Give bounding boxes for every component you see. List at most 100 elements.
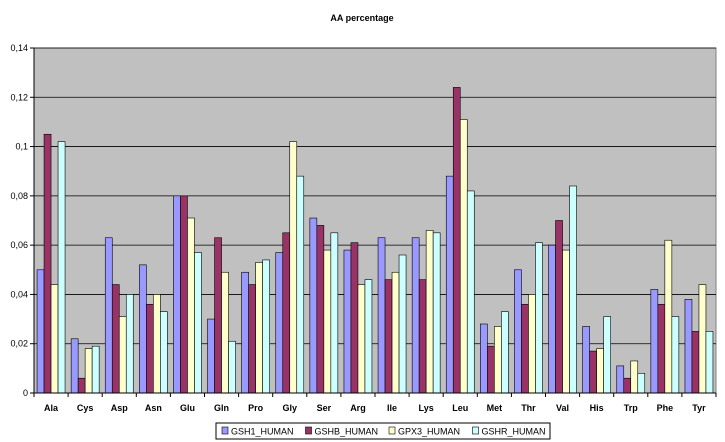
x-tick-label: Asp <box>111 403 129 413</box>
bar-GSH1_HUMAN-Cys <box>70 338 79 394</box>
x-tick-label: Leu <box>452 403 468 413</box>
x-tick-label: Thr <box>521 403 536 413</box>
bar-GSHB_HUMAN-Met <box>487 345 495 394</box>
x-tick-label: His <box>590 403 604 413</box>
y-tick-label: 0,04 <box>10 289 28 299</box>
bar-GSHB_HUMAN-Arg <box>350 242 359 394</box>
y-tick-label: 0,12 <box>10 92 28 102</box>
bar-GPX3_HUMAN-Gly <box>289 141 298 394</box>
bar-GSH1_HUMAN-Gln <box>207 318 215 394</box>
bar-GPX3_HUMAN-Phe <box>664 239 673 394</box>
bar-GPX3_HUMAN-Gln <box>221 271 229 394</box>
bar-GPX3_HUMAN-Tyr <box>698 284 707 394</box>
bar-GSHR_HUMAN-Tyr <box>705 331 714 394</box>
x-tick-label: Val <box>556 403 569 413</box>
bar-GPX3_HUMAN-Arg <box>357 284 366 394</box>
bar-GSH1_HUMAN-Lys <box>411 237 420 394</box>
bar-GSHB_HUMAN-Lys <box>418 279 427 394</box>
y-tick-label: 0 <box>23 388 28 398</box>
bar-GSH1_HUMAN-Met <box>480 323 488 394</box>
bar-GSHB_HUMAN-Glu <box>180 195 188 394</box>
bar-GSHR_HUMAN-Leu <box>466 190 475 394</box>
legend-label: GSH1_HUMAN <box>231 427 294 437</box>
legend: GSH1_HUMAN GSHB_HUMAN GPX3_HUMAN GSHR_HUMAN <box>215 422 551 440</box>
y-tick-label: 0,1 <box>15 142 28 152</box>
bar-GSHB_HUMAN-Ala <box>43 133 52 394</box>
bar-GPX3_HUMAN-Ser <box>323 249 332 394</box>
bar-GPX3_HUMAN-Trp <box>630 360 639 394</box>
plot-background <box>33 47 717 394</box>
bar-GSHR_HUMAN-His <box>603 316 611 394</box>
bar-GSHB_HUMAN-Ile <box>384 279 393 394</box>
bar-GSH1_HUMAN-Ile <box>377 237 386 394</box>
bar-GSH1_HUMAN-Asn <box>139 264 147 394</box>
legend-box <box>215 422 551 440</box>
legend-label: GSHR_HUMAN <box>482 427 546 437</box>
bar-GPX3_HUMAN-Cys <box>84 348 93 394</box>
bar-GSHR_HUMAN-Asp <box>125 294 134 394</box>
bar-GSHB_HUMAN-Leu <box>452 87 461 394</box>
x-tick-label: Glu <box>180 403 195 413</box>
bar-GSH1_HUMAN-Trp <box>616 365 625 394</box>
x-tick-label: Ser <box>317 403 332 413</box>
bar-GSH1_HUMAN-Ala <box>36 269 45 394</box>
y-axis: 0 0,02 0,04 0,06 0,08 0,1 0,12 0,14 <box>10 43 35 398</box>
chart-title: AA percentage <box>330 13 393 23</box>
bar-GPX3_HUMAN-Ala <box>50 284 59 394</box>
bar-GSHR_HUMAN-Ala <box>57 141 66 394</box>
bar-GSHR_HUMAN-Phe <box>671 316 680 394</box>
bar-GSHB_HUMAN-Gly <box>282 232 291 394</box>
legend-label: GPX3_HUMAN <box>398 427 460 437</box>
bar-GSHR_HUMAN-Ser <box>330 232 339 394</box>
bars <box>36 87 714 394</box>
x-tick-label: Arg <box>350 403 366 413</box>
x-tick-label: Ala <box>44 403 59 413</box>
bar-GPX3_HUMAN-Lys <box>425 230 434 394</box>
bar-GSHB_HUMAN-Asn <box>146 303 154 394</box>
bar-GSH1_HUMAN-Asp <box>104 237 113 394</box>
legend-swatch <box>221 426 229 435</box>
legend-swatch <box>388 426 396 435</box>
bar-GSHR_HUMAN-Gln <box>228 340 236 394</box>
bar-GSHB_HUMAN-Gln <box>214 237 222 394</box>
y-tick-label: 0,08 <box>10 191 28 201</box>
bar-GSHB_HUMAN-Thr <box>521 303 529 394</box>
x-tick-label: Tyr <box>692 403 706 413</box>
bar-GSHR_HUMAN-Glu <box>194 252 202 394</box>
legend-swatch <box>472 426 479 435</box>
x-tick-label: Pro <box>248 403 264 413</box>
x-tick-label: Lys <box>419 403 434 413</box>
bar-GPX3_HUMAN-His <box>596 348 604 394</box>
bar-GSHB_HUMAN-His <box>589 350 597 394</box>
x-axis: Ala Cys Asp Asn Glu Gln Pro Gly Ser Arg Ile Lys Leu M… <box>33 392 717 413</box>
plot-area <box>33 47 717 394</box>
bar-GSHB_HUMAN-Val <box>555 220 563 394</box>
bar-GSHR_HUMAN-Trp <box>637 372 646 394</box>
bar-GSHR_HUMAN-Arg <box>364 279 373 394</box>
bar-GSHR_HUMAN-Gly <box>296 175 305 394</box>
bar-GSHB_HUMAN-Ser <box>316 225 325 394</box>
bar-GSH1_HUMAN-Val <box>548 244 556 394</box>
bar-GSH1_HUMAN-Gly <box>275 252 284 394</box>
bar-GSHR_HUMAN-Val <box>569 185 577 394</box>
bar-GSH1_HUMAN-Glu <box>173 195 181 394</box>
x-tick-label: Asn <box>145 403 162 413</box>
x-tick-label: Gly <box>282 403 297 413</box>
bar-GPX3_HUMAN-Pro <box>255 262 263 394</box>
bar-GPX3_HUMAN-Ile <box>391 271 400 394</box>
bar-GPX3_HUMAN-Asp <box>118 316 127 394</box>
bar-GPX3_HUMAN-Asn <box>153 294 161 394</box>
bar-GSHR_HUMAN-Cys <box>91 345 100 394</box>
bar-GSHR_HUMAN-Asn <box>160 311 168 394</box>
x-tick-label: Cys <box>77 403 94 413</box>
bar-GPX3_HUMAN-Glu <box>187 217 195 394</box>
grid-lines <box>34 47 716 345</box>
bar-GSHR_HUMAN-Thr <box>535 242 543 394</box>
bar-GSHB_HUMAN-Trp <box>623 377 632 394</box>
bar-GSH1_HUMAN-Arg <box>343 249 352 394</box>
bar-GSHB_HUMAN-Asp <box>111 284 120 394</box>
bar-GPX3_HUMAN-Met <box>494 326 502 394</box>
x-tick-label: Trp <box>624 403 639 413</box>
bar-GSHR_HUMAN-Ile <box>398 254 407 394</box>
